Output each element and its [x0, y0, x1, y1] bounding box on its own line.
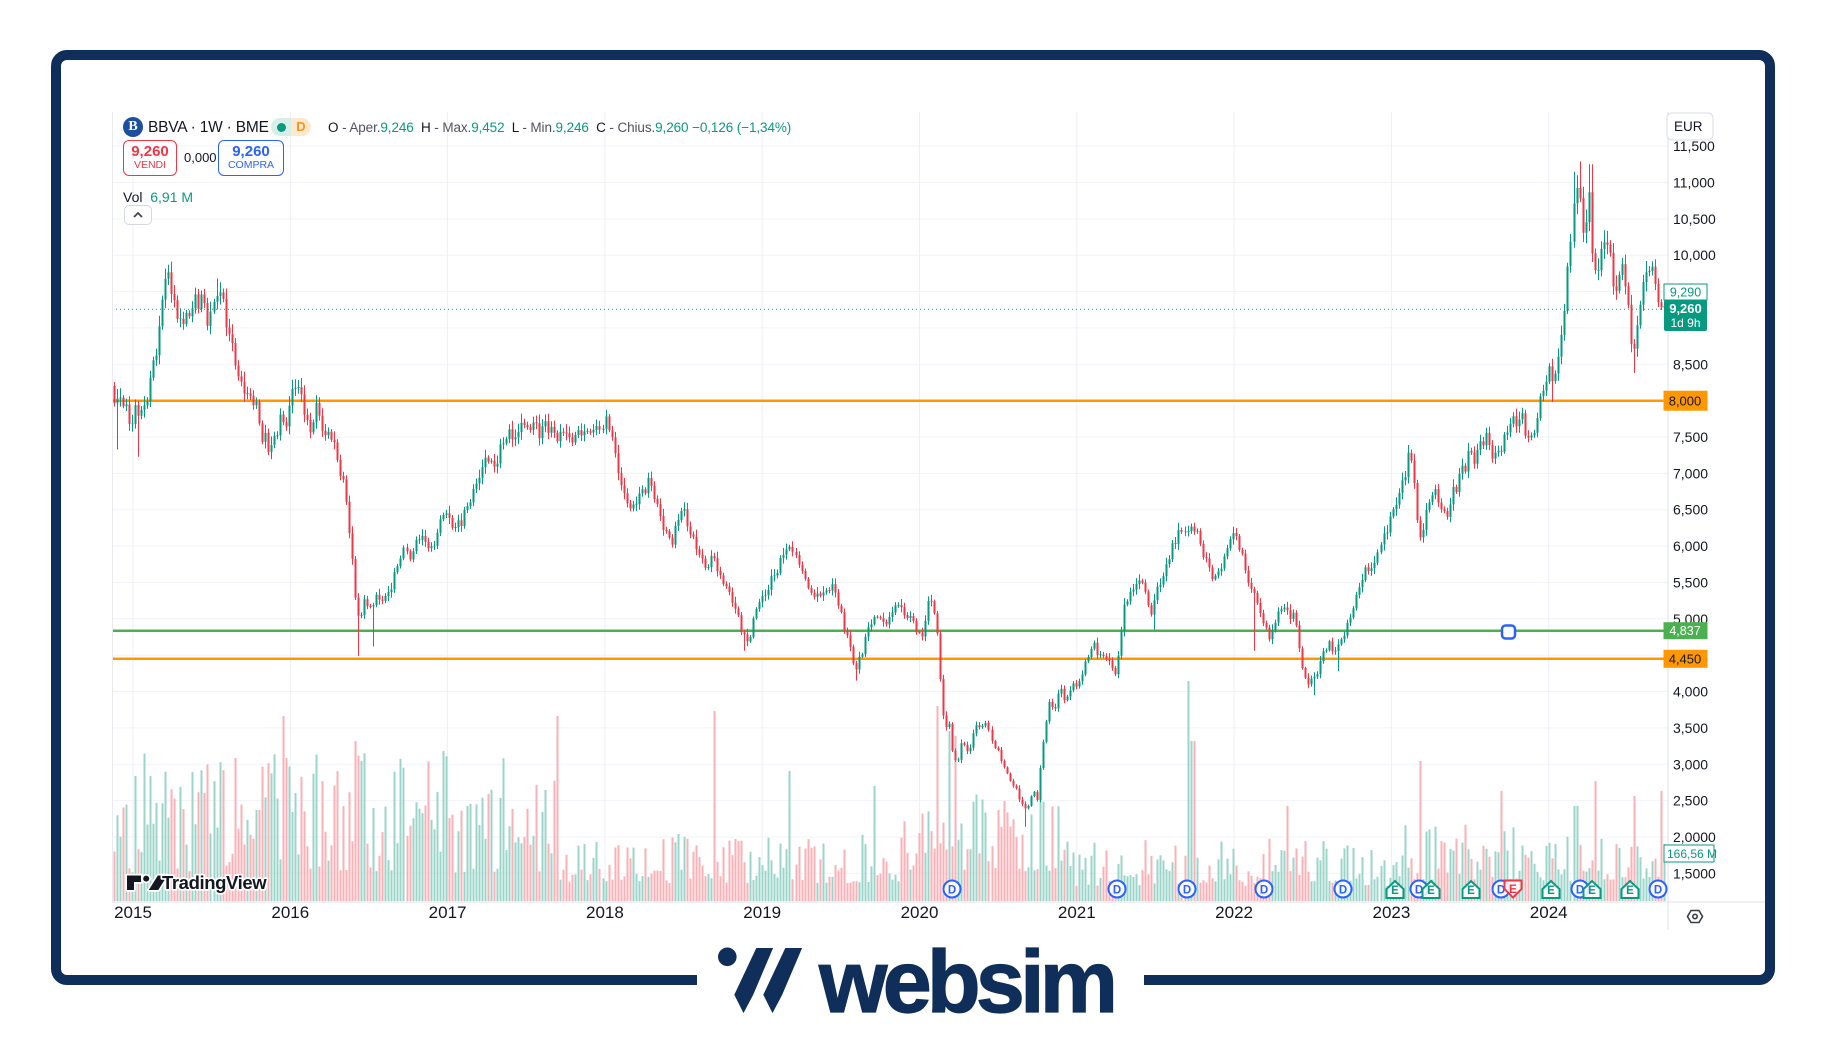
svg-text:2016: 2016 [271, 903, 309, 922]
svg-text:E: E [1467, 885, 1475, 897]
svg-text:10,500: 10,500 [1673, 211, 1716, 227]
svg-text:166,56 M: 166,56 M [1667, 847, 1717, 861]
svg-text:D: D [1576, 885, 1584, 897]
svg-text:8,000: 8,000 [1669, 393, 1702, 408]
svg-text:3,000: 3,000 [1673, 756, 1708, 772]
svg-text:D: D [1497, 885, 1505, 897]
svg-text:D: D [1339, 885, 1347, 897]
svg-text:9,260: 9,260 [1669, 301, 1702, 316]
svg-text:2023: 2023 [1372, 903, 1410, 922]
svg-text:2015: 2015 [114, 903, 152, 922]
svg-text:TradingView: TradingView [162, 872, 267, 893]
svg-text:E: E [1588, 885, 1596, 897]
svg-text:2,500: 2,500 [1673, 793, 1708, 809]
svg-text:7,000: 7,000 [1673, 465, 1708, 481]
svg-text:E: E [1427, 885, 1435, 897]
svg-text:1,5000: 1,5000 [1673, 865, 1716, 881]
svg-text:E: E [1509, 884, 1517, 896]
svg-text:9,290: 9,290 [1670, 286, 1701, 300]
svg-text:4,837: 4,837 [1669, 624, 1700, 638]
svg-text:D: D [1260, 885, 1268, 897]
svg-text:2022: 2022 [1215, 903, 1253, 922]
svg-text:11,500: 11,500 [1673, 138, 1715, 154]
svg-text:D: D [948, 885, 956, 897]
svg-text:4,000: 4,000 [1673, 684, 1708, 700]
svg-text:1d 9h: 1d 9h [1670, 316, 1700, 330]
svg-text:8,500: 8,500 [1673, 356, 1708, 372]
svg-text:2018: 2018 [586, 903, 624, 922]
svg-text:D: D [1415, 885, 1423, 897]
svg-text:2,0000: 2,0000 [1673, 829, 1716, 845]
svg-text:2020: 2020 [901, 903, 939, 922]
svg-text:2024: 2024 [1530, 903, 1568, 922]
svg-text:E: E [1547, 885, 1555, 897]
svg-text:7,500: 7,500 [1673, 429, 1708, 445]
svg-text:3,500: 3,500 [1673, 720, 1708, 736]
svg-text:11,000: 11,000 [1673, 175, 1715, 191]
svg-text:2017: 2017 [429, 903, 467, 922]
svg-text:5,500: 5,500 [1673, 575, 1708, 591]
svg-text:E: E [1626, 885, 1634, 897]
svg-text:D: D [1183, 885, 1191, 897]
svg-text:D: D [1654, 885, 1662, 897]
svg-text:6,000: 6,000 [1673, 538, 1708, 554]
svg-text:D: D [1113, 885, 1121, 897]
svg-text:6,500: 6,500 [1673, 502, 1708, 518]
svg-text:4,450: 4,450 [1669, 652, 1702, 667]
svg-text:EUR: EUR [1674, 119, 1703, 134]
svg-text:websim: websim [818, 941, 1116, 1026]
svg-text:2019: 2019 [743, 903, 781, 922]
svg-text:E: E [1391, 885, 1399, 897]
svg-text:2021: 2021 [1058, 903, 1096, 922]
svg-text:10,000: 10,000 [1673, 247, 1716, 263]
